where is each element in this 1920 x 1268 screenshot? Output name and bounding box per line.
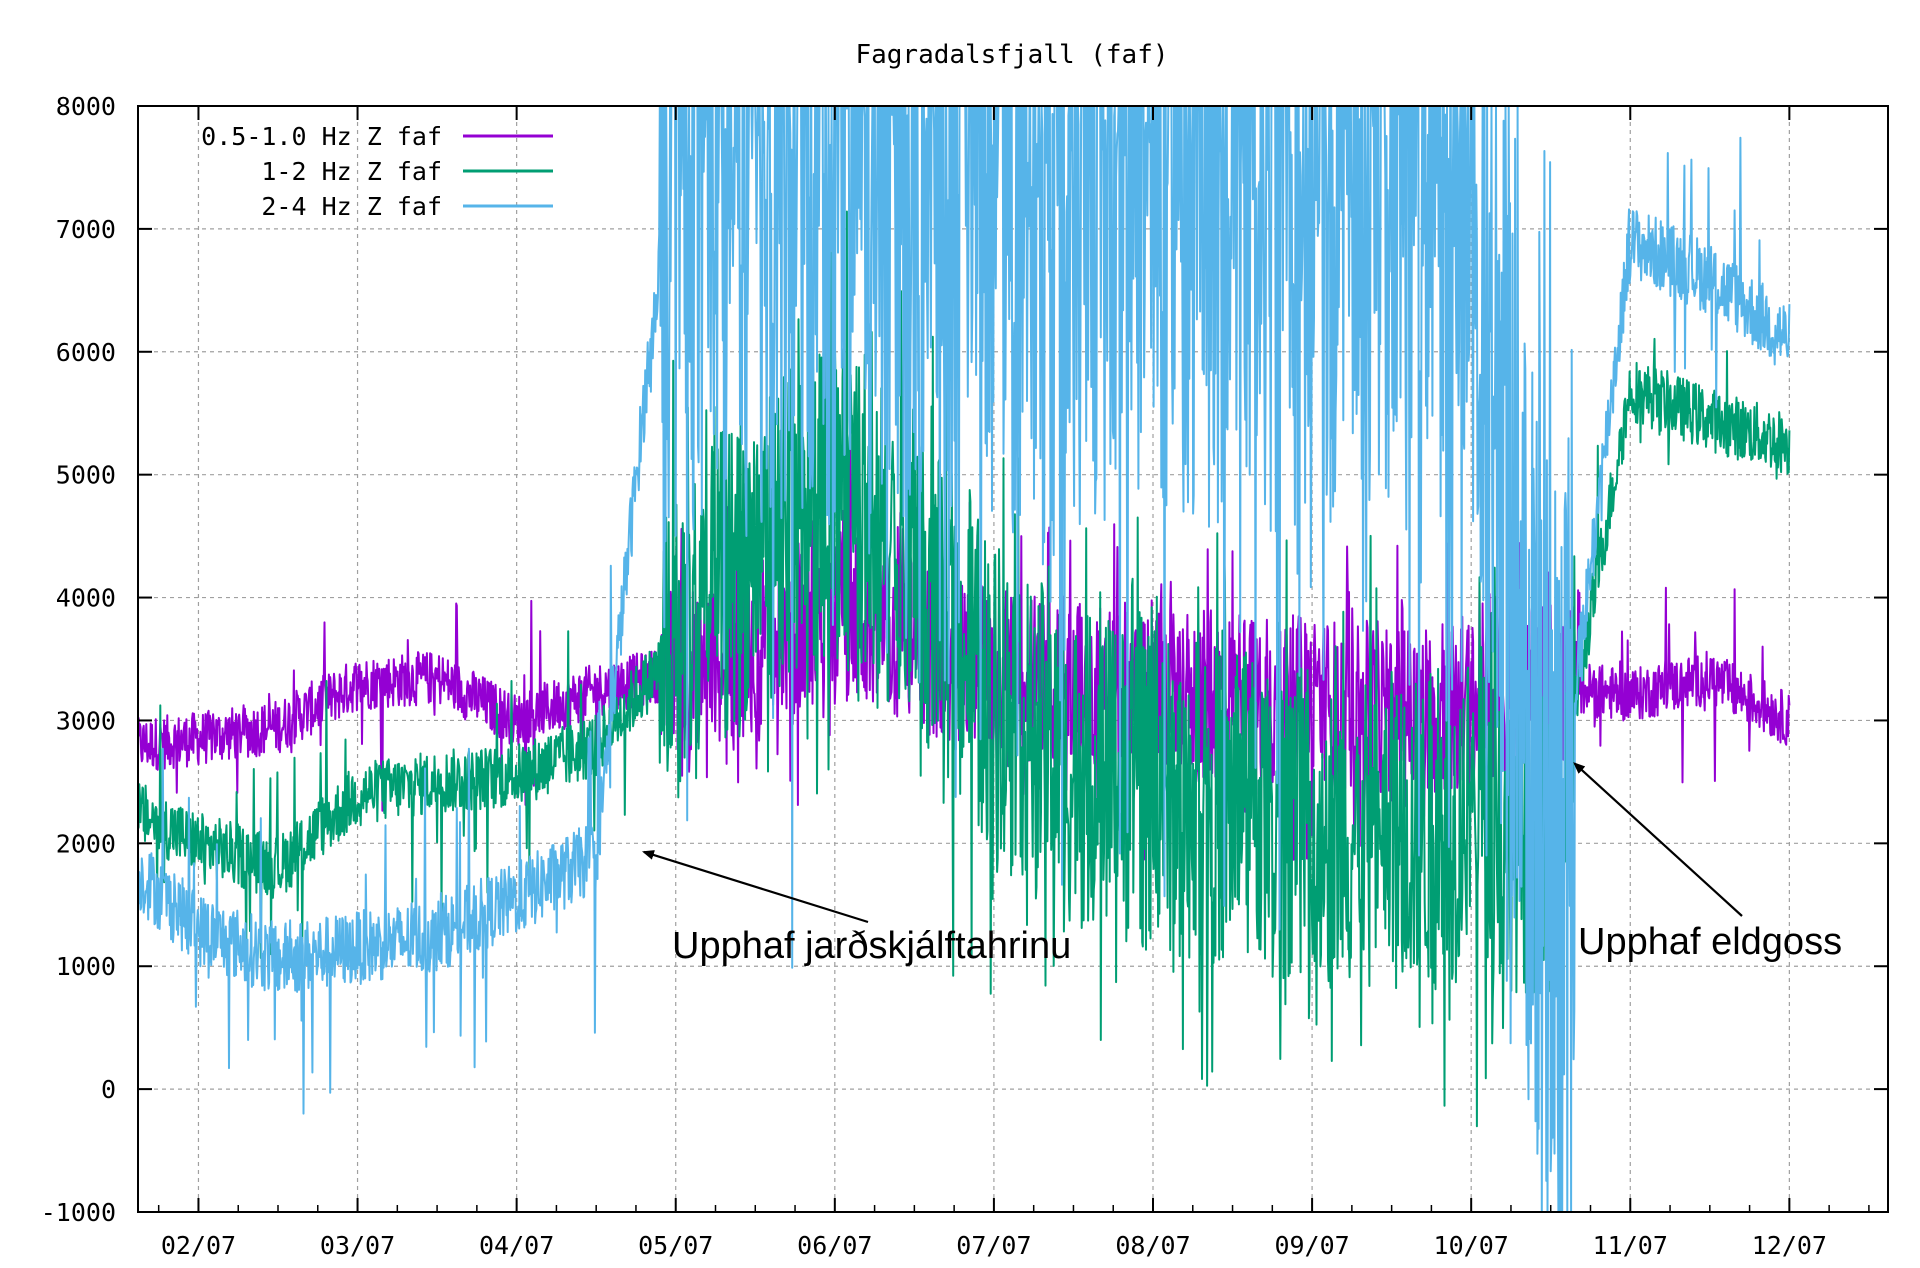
legend-label: 2-4 Hz Z faf [261, 192, 442, 221]
axis-ticks: -1000 0 1000 2000 3000 4000 5000 6000 7000 8000 02… [41, 92, 1888, 1260]
x-tick-label: 08/07 [1115, 1231, 1190, 1260]
y-tick-label: 8000 [56, 92, 116, 121]
x-tick-label: 09/07 [1274, 1231, 1349, 1260]
y-tick-label: 4000 [56, 584, 116, 613]
y-tick-label: 2000 [56, 829, 116, 858]
annotation-label: Upphaf jarðskjálftahrinu [672, 925, 1071, 967]
x-tick-label: 10/07 [1434, 1231, 1509, 1260]
x-tick-label: 12/07 [1752, 1231, 1827, 1260]
y-tick-label: 1000 [56, 952, 116, 981]
legend-label: 0.5-1.0 Hz Z faf [201, 122, 442, 151]
x-tick-label: 11/07 [1593, 1231, 1668, 1260]
y-tick-label: -1000 [41, 1198, 116, 1227]
y-tick-label: 0 [101, 1075, 116, 1104]
annotation-arrow [642, 850, 869, 924]
y-tick-label: 7000 [56, 215, 116, 244]
x-tick-label: 02/07 [161, 1231, 236, 1260]
y-tick-label: 6000 [56, 338, 116, 367]
x-tick-label: 07/07 [956, 1231, 1031, 1260]
legend-label: 1-2 Hz Z faf [261, 157, 442, 186]
y-tick-label: 5000 [56, 461, 116, 490]
annotations: Upphaf jarðskjálftahrinu Upphaf eldgoss [642, 762, 1842, 967]
legend: 0.5-1.0 Hz Z faf 1-2 Hz Z faf 2-4 Hz Z faf [201, 122, 553, 221]
series-layer [137, 105, 1791, 1213]
annotation-arrow [1573, 762, 1743, 917]
plot-frame [137, 105, 1889, 1213]
y-tick-label: 3000 [56, 706, 116, 735]
chart-title: Fagradalsfjall (faf) [855, 40, 1168, 70]
x-tick-label: 06/07 [797, 1231, 872, 1260]
annotation-label: Upphaf eldgoss [1578, 921, 1842, 963]
x-tick-label: 03/07 [320, 1231, 395, 1260]
x-tick-label: 05/07 [638, 1231, 713, 1260]
x-tick-label: 04/07 [479, 1231, 554, 1260]
